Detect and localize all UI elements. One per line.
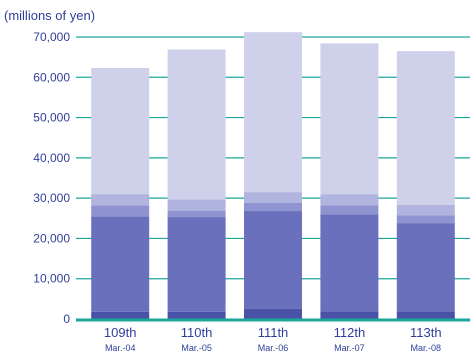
x-axis-ticks: 109th Mar.-04 110th Mar.-05 111th Mar.-06 112t… bbox=[104, 325, 442, 353]
x-tick-sublabel: Mar.-04 bbox=[105, 343, 136, 353]
bar-segment bbox=[244, 202, 302, 212]
x-tick-sublabel: Mar.-05 bbox=[181, 343, 212, 353]
bar-segment bbox=[396, 223, 455, 312]
bar-segment bbox=[91, 68, 150, 195]
bar-segment bbox=[91, 216, 150, 312]
y-axis-ticks: 0 10,000 20,000 30,000 40,000 50,000 60,000 70,… bbox=[33, 30, 70, 326]
bar-segment bbox=[244, 192, 302, 203]
bar-segment bbox=[167, 311, 226, 319]
bar-segment bbox=[167, 210, 226, 218]
bar-segment bbox=[320, 205, 379, 215]
y-tick-label: 60,000 bbox=[33, 70, 70, 84]
x-tick-sublabel: Mar.-06 bbox=[258, 343, 289, 353]
y-tick-label: 70,000 bbox=[33, 30, 70, 44]
bar-segment bbox=[244, 211, 302, 309]
bar-segment bbox=[396, 51, 455, 205]
bar-segment bbox=[91, 194, 150, 206]
bars bbox=[76, 32, 470, 322]
bar-segment bbox=[91, 311, 150, 319]
y-tick-label: 20,000 bbox=[33, 231, 70, 245]
y-tick-label: 10,000 bbox=[33, 272, 70, 286]
bar-segment bbox=[91, 205, 150, 217]
x-tick-label: 110th bbox=[181, 325, 213, 340]
y-tick-label: 0 bbox=[63, 312, 70, 326]
bar-segment bbox=[320, 194, 379, 206]
y-axis-label: (millions of yen) bbox=[4, 8, 95, 23]
bar-segment bbox=[167, 217, 226, 312]
x-tick-label: 112th bbox=[334, 325, 366, 340]
bar-segment bbox=[396, 311, 455, 319]
x-tick-label: 111th bbox=[258, 325, 289, 340]
bar-segment bbox=[320, 311, 379, 319]
bar-segment bbox=[396, 204, 455, 216]
x-tick-label: 113th bbox=[410, 325, 442, 340]
x-tick-label: 109th bbox=[104, 325, 137, 340]
bar-segment bbox=[244, 308, 302, 319]
y-tick-label: 50,000 bbox=[33, 111, 70, 125]
y-tick-label: 30,000 bbox=[33, 191, 70, 205]
x-tick-sublabel: Mar.-08 bbox=[411, 343, 442, 353]
bar-segment bbox=[167, 49, 226, 200]
bar-segment bbox=[244, 32, 302, 193]
x-tick-sublabel: Mar.-07 bbox=[334, 343, 365, 353]
bar-segment bbox=[167, 199, 226, 211]
bar-segment bbox=[320, 214, 379, 312]
bar-segment bbox=[320, 43, 379, 195]
bar-segment bbox=[396, 215, 455, 224]
y-tick-label: 40,000 bbox=[33, 151, 70, 165]
